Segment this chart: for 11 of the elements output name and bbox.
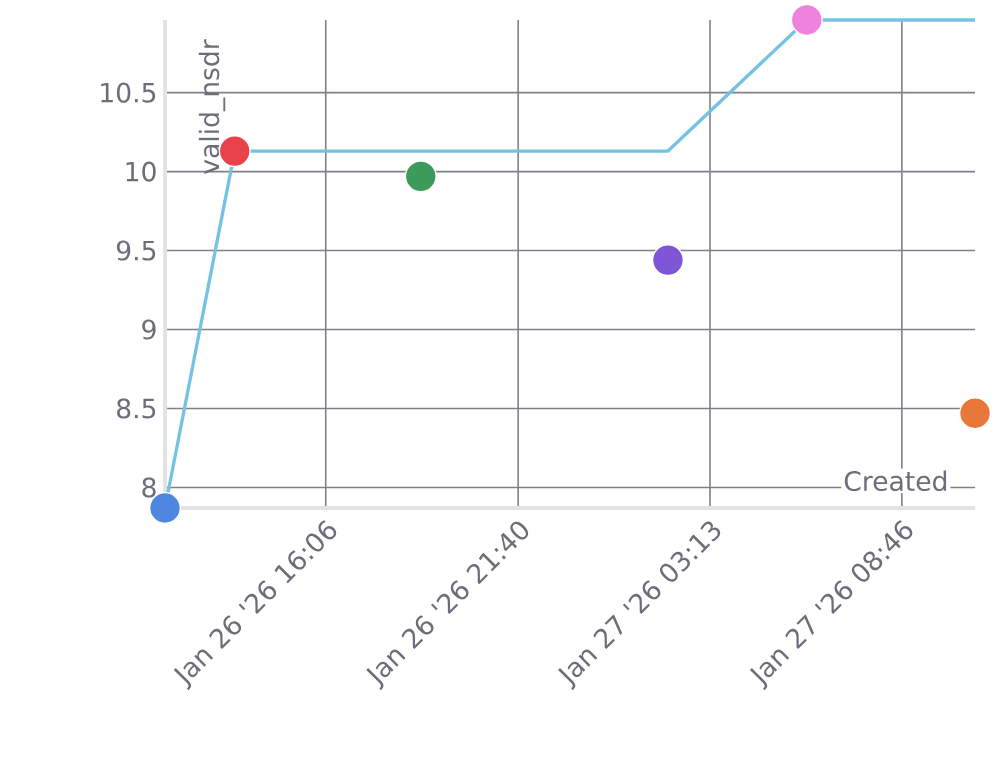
y-tick-label: 8 (142, 477, 156, 498)
point (790, 3, 823, 36)
y-axis-title: valid_nsdr (198, 39, 226, 174)
y-tick-label: 9 (142, 319, 156, 340)
x-axis-title: Created (844, 470, 947, 492)
point (404, 160, 437, 193)
y-tick-label: 9.5 (116, 240, 156, 261)
y-tick-label: 10.5 (101, 82, 156, 103)
y-tick-label: 10 (126, 161, 156, 182)
y-tick-label: 8.5 (117, 398, 156, 419)
point (651, 244, 684, 277)
